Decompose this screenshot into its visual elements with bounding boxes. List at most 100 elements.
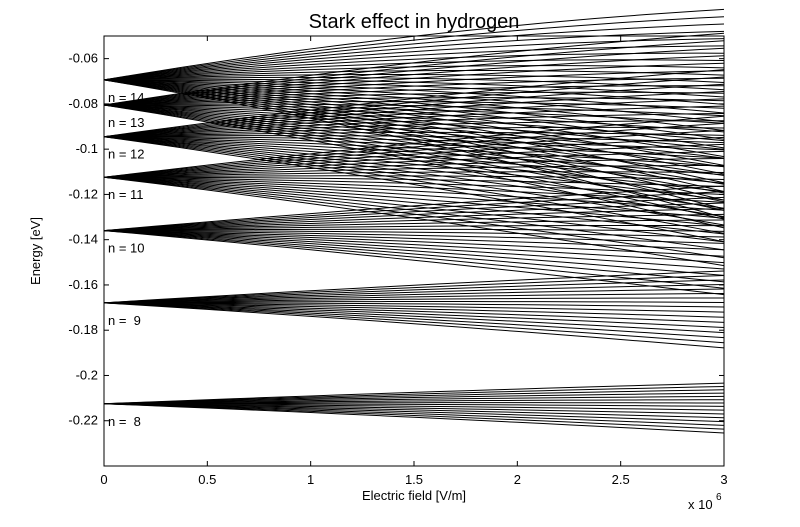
level-line-n14 bbox=[103, 79, 725, 140]
level-line-n12 bbox=[103, 136, 725, 201]
level-line-n11 bbox=[103, 176, 725, 227]
level-line-n11 bbox=[103, 176, 725, 259]
level-line-n14 bbox=[103, 52, 725, 81]
y-axis-label: Energy [eV] bbox=[28, 217, 43, 285]
level-line-n14 bbox=[103, 79, 725, 184]
level-line-n12 bbox=[103, 136, 725, 234]
y-tick-label: -0.2 bbox=[76, 367, 98, 382]
level-line-n13 bbox=[103, 104, 725, 177]
x-axis-multiplier: x 10 bbox=[688, 497, 713, 512]
level-line-n10 bbox=[103, 185, 725, 232]
level-line-n12 bbox=[103, 112, 725, 138]
level-line-n14 bbox=[103, 30, 725, 81]
level-line-n14 bbox=[103, 79, 725, 210]
level-line-n10 bbox=[103, 230, 725, 270]
x-tick-label: 2 bbox=[514, 472, 521, 487]
level-line-n10 bbox=[103, 230, 725, 251]
level-line-n14 bbox=[103, 79, 725, 219]
level-line-n9 bbox=[103, 302, 725, 344]
level-line-n12 bbox=[103, 136, 725, 218]
level-line-n9 bbox=[103, 302, 725, 349]
level-line-n14 bbox=[103, 79, 725, 158]
level-line-n14 bbox=[103, 45, 725, 81]
x-tick-label: 1.5 bbox=[405, 472, 423, 487]
level-line-n12 bbox=[103, 136, 725, 168]
level-line-n13 bbox=[103, 101, 725, 109]
level-label-n9: n = 9 bbox=[108, 313, 141, 328]
level-line-n14 bbox=[103, 23, 725, 81]
level-line-n11 bbox=[103, 129, 725, 178]
level-line-n10 bbox=[103, 230, 725, 238]
level-line-n12 bbox=[103, 105, 725, 138]
level-line-n8 bbox=[103, 403, 725, 430]
level-label-n14: n = 14 bbox=[108, 90, 145, 105]
x-tick-label: 0.5 bbox=[198, 472, 216, 487]
y-axis-ticks: -0.22 -0.2 -0.18 -0.16 -0.14 -0.12 -0.1 -0.08 -0… bbox=[68, 51, 724, 428]
chart-title: Stark effect in hydrogen bbox=[309, 11, 520, 33]
level-line-n14 bbox=[103, 79, 725, 192]
level-line-n8 bbox=[103, 392, 725, 405]
level-line-n11 bbox=[103, 176, 725, 188]
level-line-n9 bbox=[103, 288, 725, 304]
level-line-n8 bbox=[103, 382, 725, 405]
level-label-n12: n = 12 bbox=[108, 147, 145, 162]
level-line-n14 bbox=[103, 73, 725, 83]
level-line-n8 bbox=[103, 403, 725, 426]
level-label-n13: n = 13 bbox=[108, 115, 145, 130]
level-line-n9 bbox=[103, 292, 725, 304]
level-line-n11 bbox=[103, 176, 725, 267]
level-line-n9 bbox=[103, 302, 725, 328]
level-line-n13 bbox=[103, 104, 725, 194]
level-line-n11 bbox=[103, 143, 725, 178]
level-line-n12 bbox=[103, 136, 725, 159]
level-line-n14 bbox=[103, 79, 725, 131]
level-line-n13 bbox=[103, 104, 725, 211]
level-line-n14 bbox=[103, 79, 725, 201]
level-line-n14 bbox=[103, 59, 725, 81]
y-tick-label: -0.1 bbox=[76, 141, 98, 156]
level-line-n8 bbox=[103, 403, 725, 407]
level-line-n14 bbox=[103, 79, 725, 123]
y-tick-label: -0.16 bbox=[68, 277, 98, 292]
level-line-n11 bbox=[103, 176, 725, 219]
level-line-n9 bbox=[103, 270, 725, 304]
level-line-n9 bbox=[103, 302, 725, 318]
level-line-n14 bbox=[103, 79, 725, 114]
level-line-n8 bbox=[103, 403, 725, 419]
level-line-n13 bbox=[103, 104, 725, 124]
level-label-n8: n = 8 bbox=[108, 414, 141, 429]
level-line-n14 bbox=[103, 79, 725, 175]
level-line-n12 bbox=[103, 136, 725, 226]
level-line-n14 bbox=[103, 79, 725, 149]
y-tick-label: -0.12 bbox=[68, 186, 98, 201]
level-line-n14 bbox=[103, 65, 725, 81]
level-line-n12 bbox=[103, 126, 725, 138]
level-line-n13 bbox=[103, 104, 725, 229]
level-line-n10 bbox=[103, 196, 725, 232]
level-line-n10 bbox=[103, 230, 725, 264]
y-tick-label: -0.22 bbox=[68, 413, 98, 428]
level-line-n8 bbox=[103, 403, 725, 434]
level-line-n9 bbox=[103, 301, 725, 304]
level-line-n8 bbox=[103, 386, 725, 405]
level-line-n13 bbox=[103, 104, 725, 142]
level-line-n14 bbox=[103, 69, 725, 81]
level-line-n11 bbox=[103, 136, 725, 178]
level-line-n13 bbox=[103, 104, 725, 133]
level-line-n10 bbox=[103, 219, 725, 232]
energy-level-lines bbox=[103, 8, 725, 434]
level-line-n8 bbox=[103, 389, 725, 405]
level-line-n9 bbox=[103, 302, 725, 334]
level-line-n10 bbox=[103, 230, 725, 276]
level-line-n14 bbox=[103, 79, 725, 166]
level-line-n8 bbox=[103, 403, 725, 411]
level-line-n10 bbox=[103, 230, 725, 296]
x-axis-multiplier-exponent: 6 bbox=[716, 492, 722, 503]
x-axis-label: Electric field [V/m] bbox=[362, 488, 466, 503]
level-line-n9 bbox=[103, 274, 725, 304]
level-line-n10 bbox=[103, 230, 725, 283]
level-line-n14 bbox=[103, 76, 725, 91]
level-line-n12 bbox=[103, 136, 725, 209]
y-tick-label: -0.08 bbox=[68, 96, 98, 111]
